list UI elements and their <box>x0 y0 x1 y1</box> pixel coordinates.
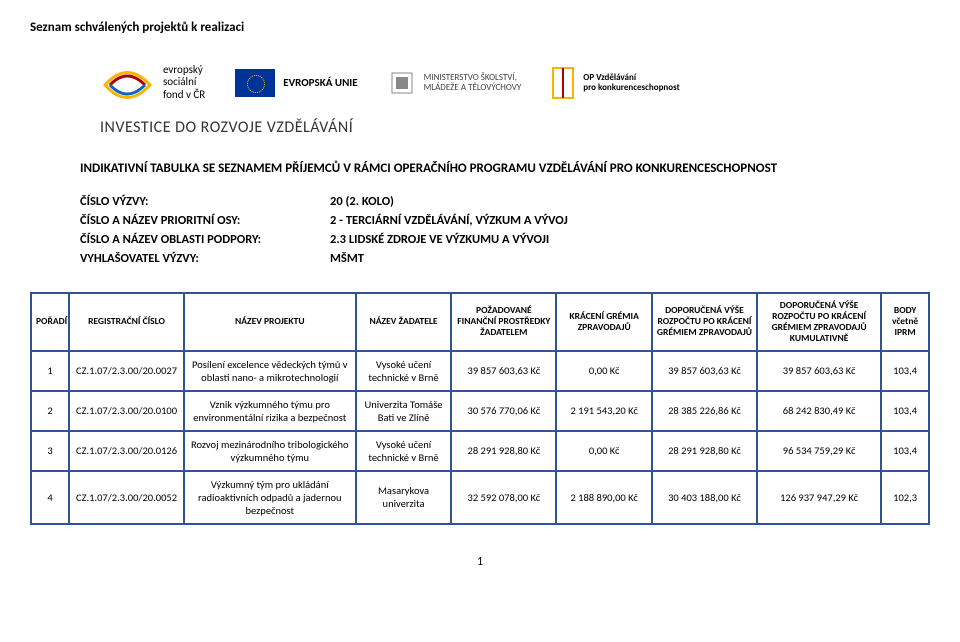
table-cell: 39 857 603,63 Kč <box>451 351 556 391</box>
info-label-3: ČÍSLO A NÁZEV OBLASTI PODPORY: <box>80 232 330 247</box>
table-cell: 102,3 <box>881 471 929 524</box>
table-cell: Vysoké učení technické v Brně <box>356 351 452 391</box>
table-cell: 103,4 <box>881 391 929 431</box>
table-cell: 2 <box>31 391 69 431</box>
th-5: KRÁCENÍ GRÉMIA ZPRAVODAJŮ <box>556 293 652 351</box>
logo-band: evropský sociální fond v ČR EVROPSKÁ UNI… <box>100 55 930 110</box>
op-text-2: pro konkurenceschopnost <box>583 83 679 93</box>
document-header: Seznam schválených projektů k realizaci <box>30 20 930 35</box>
table-cell: 0,00 Kč <box>556 351 652 391</box>
info-value-2: 2 - TERCIÁRNÍ VZDĚLÁVÁNÍ, VÝZKUM A VÝVOJ <box>330 213 568 228</box>
th-1: REGISTRAČNÍ ČÍSLO <box>69 293 184 351</box>
table-cell: 3 <box>31 431 69 471</box>
table-cell: Posílení excelence vědeckých týmů v obla… <box>184 351 356 391</box>
msmt-icon <box>388 69 416 97</box>
th-3: NÁZEV ŽADATELE <box>356 293 452 351</box>
table-cell: CZ.1.07/2.3.00/20.0027 <box>69 351 184 391</box>
table-cell: CZ.1.07/2.3.00/20.0126 <box>69 431 184 471</box>
table-row: 4CZ.1.07/2.3.00/20.0052Výzkumný tým pro … <box>31 471 929 524</box>
op-logo: OP Vzdělávání pro konkurenceschopnost <box>551 66 679 100</box>
table-header-row: POŘADÍ REGISTRAČNÍ ČÍSLO NÁZEV PROJEKTU … <box>31 293 929 351</box>
eu-flag-icon <box>235 69 275 97</box>
msmt-logo: MINISTERSTVO ŠKOLSTVÍ, MLÁDEŽE A TĚLOVÝC… <box>388 69 522 97</box>
invest-tagline: INVESTICE DO ROZVOJE VZDĚLÁVÁNÍ <box>100 118 930 137</box>
msmt-text-2: MLÁDEŽE A TĚLOVÝCHOVY <box>424 83 522 93</box>
info-label-4: VYHLAŠOVATEL VÝZVY: <box>80 251 330 266</box>
projects-table: POŘADÍ REGISTRAČNÍ ČÍSLO NÁZEV PROJEKTU … <box>30 292 930 525</box>
table-cell: 28 291 928,80 Kč <box>451 431 556 471</box>
eu-text: EVROPSKÁ UNIE <box>283 76 357 89</box>
th-6: DOPORUČENÁ VÝŠE ROZPOČTU PO KRÁCENÍ GRÉM… <box>652 293 757 351</box>
table-row: 3CZ.1.07/2.3.00/20.0126Rozvoj mezinárodn… <box>31 431 929 471</box>
table-row: 1CZ.1.07/2.3.00/20.0027Posílení excelenc… <box>31 351 929 391</box>
call-info: ČÍSLO VÝZVY:20 (2. KOLO) ČÍSLO A NÁZEV P… <box>80 194 930 266</box>
table-cell: Výzkumný tým pro ukládání radioaktivních… <box>184 471 356 524</box>
th-8: BODY včetně IPRM <box>881 293 929 351</box>
th-7: DOPORUČENÁ VÝŠE ROZPOČTU PO KRÁCENÍ GRÉM… <box>757 293 881 351</box>
table-cell: Rozvoj mezinárodního tribologického výzk… <box>184 431 356 471</box>
esf-logo: evropský sociální fond v ČR <box>100 55 205 110</box>
table-cell: 30 403 188,00 Kč <box>652 471 757 524</box>
table-cell: 96 534 759,29 Kč <box>757 431 881 471</box>
info-value-4: MŠMT <box>330 251 364 266</box>
table-cell: 32 592 078,00 Kč <box>451 471 556 524</box>
table-cell: 2 191 543,20 Kč <box>556 391 652 431</box>
table-cell: 126 937 947,29 Kč <box>757 471 881 524</box>
table-cell: 103,4 <box>881 431 929 471</box>
esf-text-3: fond v ČR <box>163 89 205 101</box>
table-cell: 103,4 <box>881 351 929 391</box>
esf-icon <box>100 55 155 110</box>
table-body: 1CZ.1.07/2.3.00/20.0027Posílení excelenc… <box>31 351 929 524</box>
table-cell: 28 291 928,80 Kč <box>652 431 757 471</box>
table-cell: 39 857 603,63 Kč <box>757 351 881 391</box>
table-cell: 4 <box>31 471 69 524</box>
table-cell: 28 385 226,86 Kč <box>652 391 757 431</box>
table-cell: 1 <box>31 351 69 391</box>
eu-logo: EVROPSKÁ UNIE <box>235 69 357 97</box>
table-row: 2CZ.1.07/2.3.00/20.0100Vznik výzkumného … <box>31 391 929 431</box>
page-number: 1 <box>30 555 930 569</box>
table-cell: 39 857 603,63 Kč <box>652 351 757 391</box>
table-cell: 68 242 830,49 Kč <box>757 391 881 431</box>
table-cell: Univerzita Tomáše Bati ve Zlíně <box>356 391 452 431</box>
table-cell: CZ.1.07/2.3.00/20.0100 <box>69 391 184 431</box>
table-cell: 30 576 770,06 Kč <box>451 391 556 431</box>
table-cell: 0,00 Kč <box>556 431 652 471</box>
table-cell: Vznik výzkumného týmu pro environmentáln… <box>184 391 356 431</box>
th-4: POŽADOVANÉ FINANČNÍ PROSTŘEDKY ŽADATELEM <box>451 293 556 351</box>
table-title: INDIKATIVNÍ TABULKA SE SEZNAMEM PŘÍJEMCŮ… <box>80 161 930 176</box>
op-icon <box>551 66 575 100</box>
th-2: NÁZEV PROJEKTU <box>184 293 356 351</box>
table-cell: CZ.1.07/2.3.00/20.0052 <box>69 471 184 524</box>
info-value-3: 2.3 LIDSKÉ ZDROJE VE VÝZKUMU A VÝVOJI <box>330 232 549 247</box>
table-cell: 2 188 890,00 Kč <box>556 471 652 524</box>
esf-text-2: sociální <box>163 76 205 88</box>
info-label-1: ČÍSLO VÝZVY: <box>80 194 330 209</box>
info-value-1: 20 (2. KOLO) <box>330 194 394 209</box>
info-label-2: ČÍSLO A NÁZEV PRIORITNÍ OSY: <box>80 213 330 228</box>
table-cell: Masarykova univerzita <box>356 471 452 524</box>
table-cell: Vysoké učení technické v Brně <box>356 431 452 471</box>
th-0: POŘADÍ <box>31 293 69 351</box>
